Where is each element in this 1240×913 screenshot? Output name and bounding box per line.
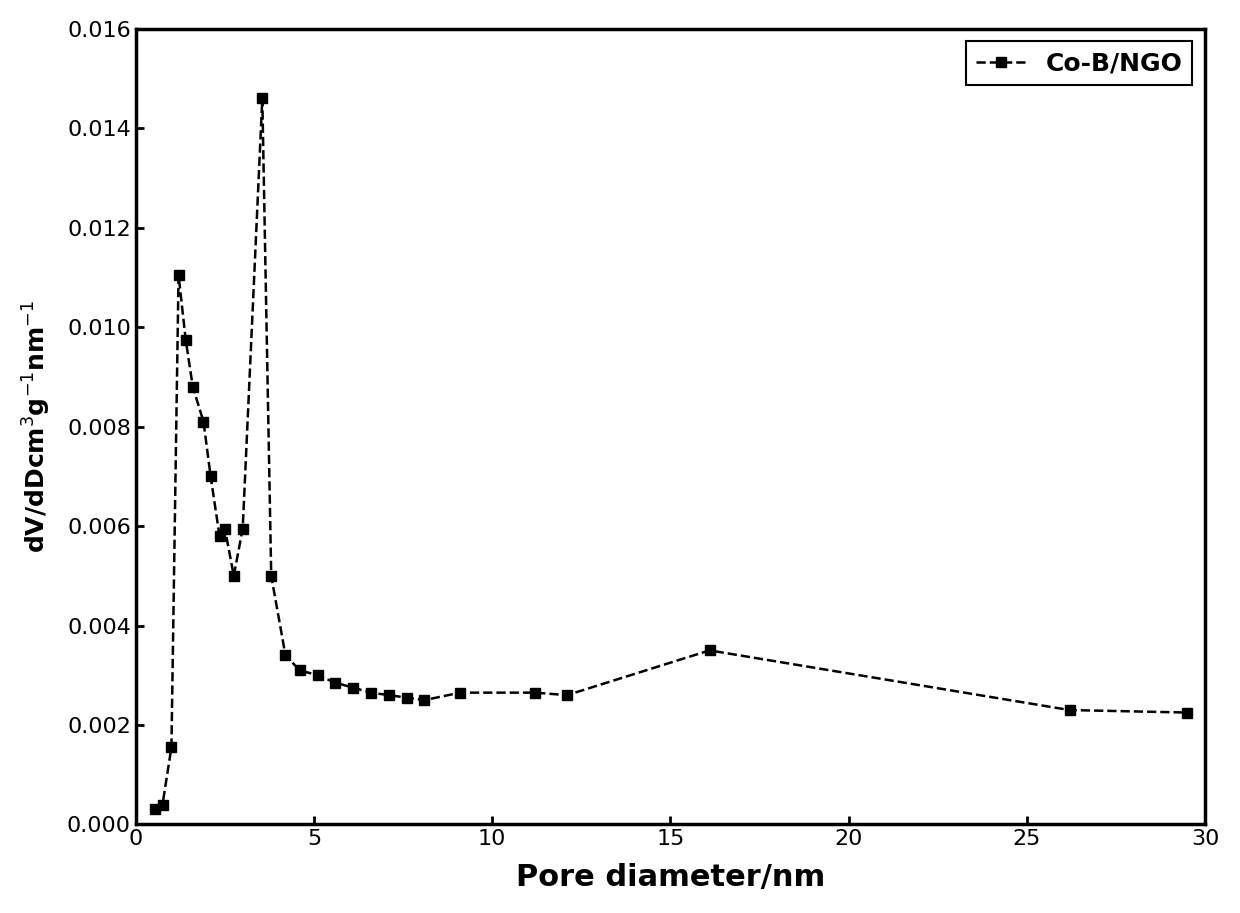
Co-B/NGO [255, 93, 270, 104]
Co-B/NGO [171, 269, 186, 280]
Line: Co-B/NGO: Co-B/NGO [150, 94, 1192, 814]
Co-B/NGO [196, 416, 211, 427]
X-axis label: Pore diameter/nm: Pore diameter/nm [516, 863, 825, 892]
Co-B/NGO [346, 682, 361, 693]
Co-B/NGO [559, 689, 574, 700]
Co-B/NGO [155, 799, 170, 810]
Co-B/NGO [227, 571, 242, 582]
Co-B/NGO [236, 523, 250, 534]
Co-B/NGO [203, 471, 218, 482]
Co-B/NGO [702, 645, 717, 656]
Co-B/NGO [382, 689, 397, 700]
Co-B/NGO [293, 665, 308, 676]
Co-B/NGO [327, 677, 342, 688]
Co-B/NGO [264, 571, 279, 582]
Legend: Co-B/NGO: Co-B/NGO [966, 41, 1193, 85]
Co-B/NGO [417, 695, 432, 706]
Co-B/NGO [185, 382, 200, 393]
Co-B/NGO [310, 670, 325, 681]
Co-B/NGO [217, 523, 232, 534]
Co-B/NGO [1179, 707, 1194, 718]
Co-B/NGO [399, 692, 414, 703]
Co-B/NGO [278, 650, 293, 661]
Co-B/NGO [1063, 705, 1078, 716]
Co-B/NGO [212, 530, 227, 541]
Y-axis label: dV/dDcm$^3$g$^{-1}$nm$^{-1}$: dV/dDcm$^3$g$^{-1}$nm$^{-1}$ [21, 300, 53, 553]
Co-B/NGO [164, 742, 179, 753]
Co-B/NGO [179, 334, 193, 345]
Co-B/NGO [527, 687, 542, 698]
Co-B/NGO [363, 687, 378, 698]
Co-B/NGO [148, 804, 162, 815]
Co-B/NGO [453, 687, 467, 698]
